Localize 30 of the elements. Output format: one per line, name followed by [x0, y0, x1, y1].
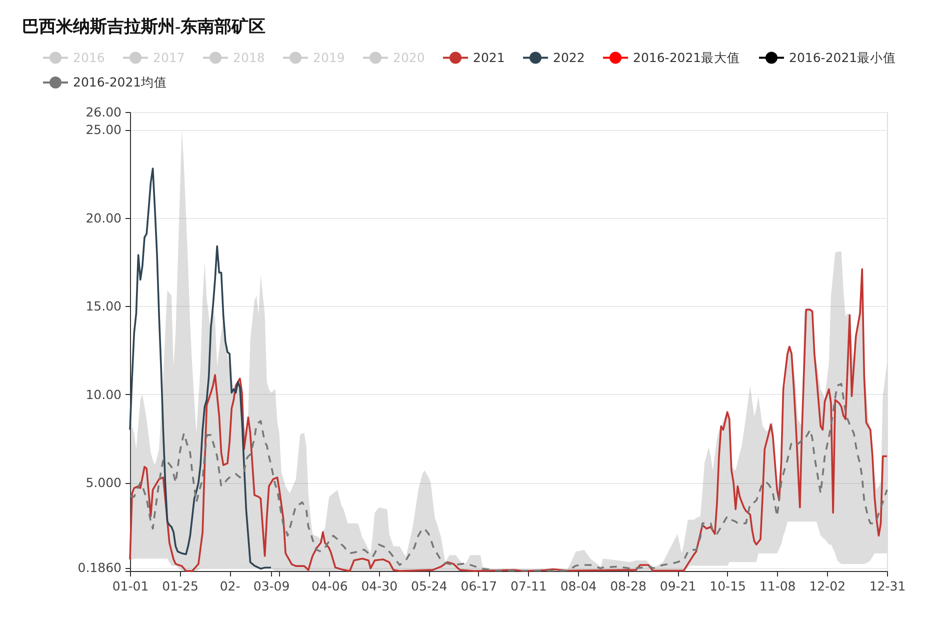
x-tick-label: 08-28	[610, 578, 646, 594]
chart-title: 巴西米纳斯吉拉斯州-东南部矿区	[22, 17, 266, 36]
x-tick-label: 04-06	[311, 578, 348, 594]
y-tick-label: 15.00	[86, 298, 122, 314]
legend-label: 2022	[553, 50, 585, 65]
legend-label: 2016-2021均值	[73, 74, 168, 90]
y-tick-label: 26.00	[86, 104, 122, 120]
x-tick-label: 12-02	[809, 578, 846, 594]
x-tick-label: 01-25	[162, 578, 198, 594]
y-tick-label: 0.1860	[78, 560, 122, 576]
legend-label: 2016-2021最大值	[633, 50, 740, 65]
line-series	[129, 168, 272, 570]
x-tick-label: 06-17	[460, 578, 498, 594]
y-tick-label: 5.000	[86, 475, 122, 490]
x-tick-label: 08-04	[560, 578, 597, 594]
y-tick-label: 20.00	[86, 210, 122, 226]
legend-label: 2021	[473, 50, 505, 65]
x-tick-label: 09-21	[660, 578, 696, 594]
x-tick-label: 10-15	[710, 578, 746, 594]
x-tick-label: 03-09	[253, 578, 290, 594]
x-tick-label: 01-01	[112, 578, 149, 594]
legend-label: 2016-2021最小值	[789, 50, 896, 65]
x-tick-label: 12-31	[869, 578, 906, 594]
x-tick-label: 04-30	[361, 578, 398, 594]
y-tick-label: 25.00	[86, 122, 122, 138]
x-tick-label: 07-11	[510, 578, 547, 594]
x-tick-label: 02-	[220, 578, 240, 594]
y-tick-label: 10.00	[86, 386, 122, 402]
x-tick-label: 11-08	[759, 578, 796, 594]
x-tick-label: 05-24	[410, 578, 448, 594]
